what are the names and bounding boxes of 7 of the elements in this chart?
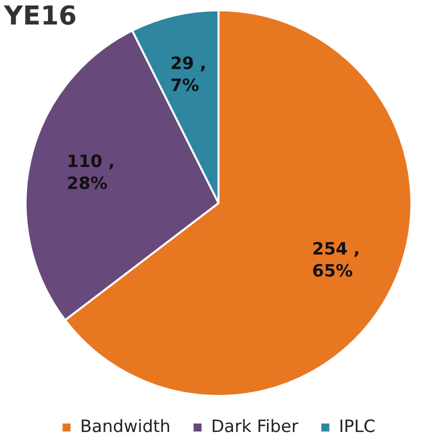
data-label: 110 , 28% [66,152,115,194]
legend-label: Bandwidth [80,416,171,437]
legend-label: Dark Fiber [211,416,298,437]
legend-label: IPLC [338,416,376,437]
data-label: 29 , 7% [170,54,206,96]
data-label: 254 , 65% [312,240,360,282]
chart-title: YE16 [3,1,77,32]
